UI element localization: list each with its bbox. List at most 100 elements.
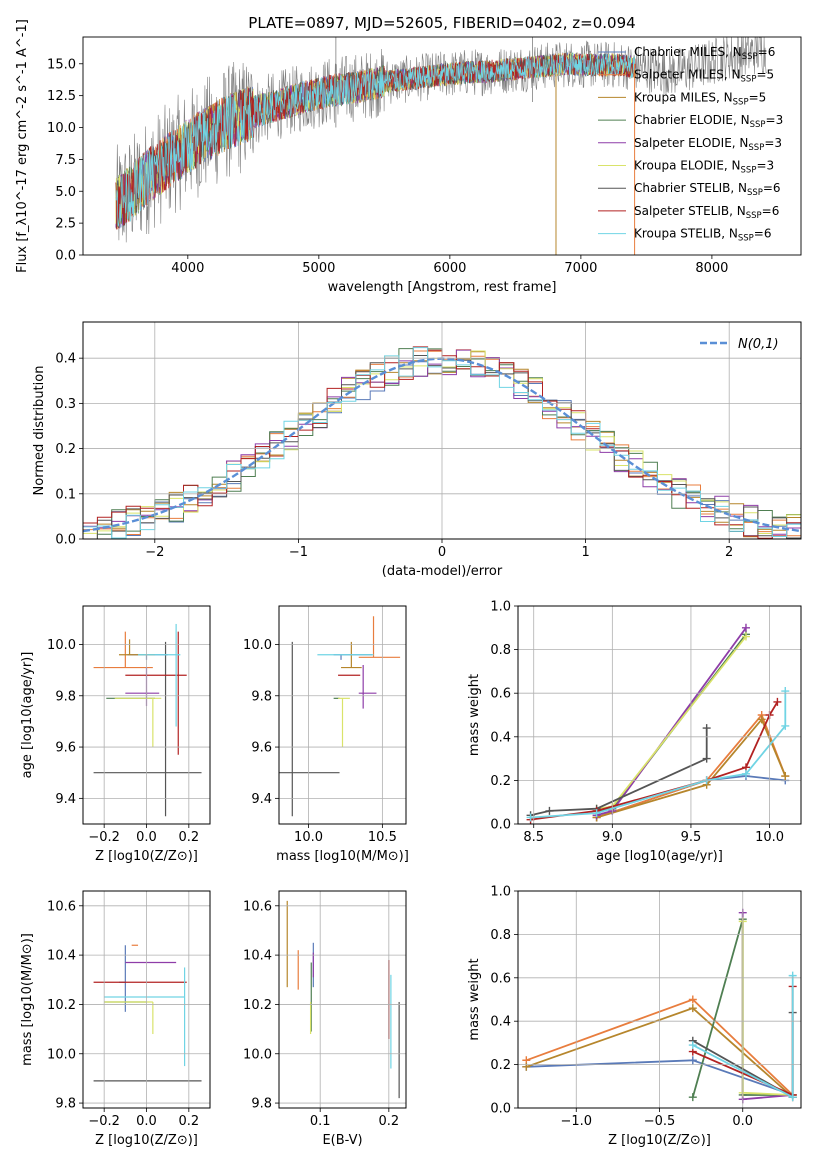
y-tick-label: 15.0 <box>47 57 76 72</box>
panel-massweight_vs_Z: −1.0 −0.5 0.0 0.0 0.2 0.4 0.6 0.8 1.0 Z [log10(Z/… <box>467 885 802 1148</box>
x-axis-label: Z [log10(Z/Z⊙)] <box>95 849 198 864</box>
legend-entry: Salpeter STELIB, NSSP=6 <box>634 204 779 221</box>
y-tick-label: 9.8 <box>251 689 272 704</box>
legend: Chabrier MILES, NSSP=6 Salpeter MILES, NS… <box>598 45 783 244</box>
axes-frame <box>517 605 802 825</box>
x-axis-label: age [log10(age/yr)] <box>596 849 723 864</box>
x-axis-label: Z [log10(Z/Z⊙)] <box>608 1133 711 1148</box>
x-tick-label: 4000 <box>171 261 204 276</box>
model-spectrum-salpeter_stelib <box>115 53 637 230</box>
x-axis-label: Z [log10(Z/Z⊙)] <box>95 1133 198 1148</box>
y-axis-label: age [log10(age/yr)] <box>20 652 35 779</box>
marker-kroupa_miles <box>757 715 766 724</box>
marker-kroupa_stelib <box>781 721 790 730</box>
x-tick-label: 10.0 <box>294 830 323 845</box>
marker-kroupa_miles <box>522 1062 531 1071</box>
x-tick-label: 0.1 <box>310 1114 331 1129</box>
marker-kroupa_stelib <box>592 809 601 818</box>
y-tick-label: 10.6 <box>47 899 76 914</box>
plot-area <box>93 944 202 1082</box>
axes-frame <box>278 890 407 1109</box>
panel-massweight_vs_age: 8.5 9.0 9.5 10.0 0.0 0.2 0.4 0.6 0.8 1.0 age [log1… <box>467 600 802 864</box>
marker-kroupa_stelib <box>688 1041 697 1050</box>
marker-chabrier_stelib <box>545 806 554 815</box>
y-tick-label: 9.8 <box>251 1097 272 1112</box>
x-tick-label: −1.0 <box>560 1114 592 1129</box>
marker-kroupa_miles <box>688 1004 697 1013</box>
plot-area <box>526 623 790 824</box>
y-tick-label: 0.0 <box>490 818 511 833</box>
series-kroupa_elodie <box>741 921 793 1096</box>
marker-salpeter_stelib <box>773 697 782 706</box>
legend-entry: Kroupa MILES, NSSP=5 <box>634 90 766 107</box>
y-tick-label: 9.8 <box>55 689 76 704</box>
x-tick-label: −1 <box>289 545 308 560</box>
marker-kroupa_stelib <box>788 1093 797 1102</box>
y-tick-label: 9.4 <box>55 792 76 807</box>
legend-entry: Chabrier MILES, NSSP=6 <box>634 45 775 62</box>
model-spectrum-kroupa_stelib <box>115 52 636 227</box>
marker-kroupa_stelib <box>741 769 750 778</box>
x-axis-label: wavelength [Angstrom, rest frame] <box>328 280 557 295</box>
x-tick-label: 0.2 <box>178 830 199 845</box>
figure-title: PLATE=0897, MJD=52605, FIBERID=0402, z=0… <box>248 14 635 32</box>
series-chabrier_elodie <box>596 633 747 812</box>
y-tick-label: 10.0 <box>243 638 272 653</box>
marker-kroupa_stelib <box>526 813 535 822</box>
y-tick-label: 0.8 <box>490 643 511 658</box>
series-salpeter_elodie <box>596 627 747 817</box>
x-tick-label: 0.2 <box>378 1114 399 1129</box>
marker-kroupa_elodie <box>741 632 750 641</box>
x-tick-label: 0.0 <box>732 1114 753 1129</box>
x-tick-label: 1 <box>581 545 589 560</box>
y-axis-label: mass weight <box>467 958 482 1040</box>
x-tick-label: −0.2 <box>88 1114 120 1129</box>
x-tick-label: 10.5 <box>368 830 397 845</box>
y-tick-label: 1.0 <box>490 885 511 900</box>
y-tick-label: 10.0 <box>243 1047 272 1062</box>
marker-chabrier_stelib <box>702 754 711 763</box>
plot-area <box>93 623 202 817</box>
legend-entry: N(0,1) <box>738 337 779 352</box>
marker-chabrier_stelib <box>702 724 711 733</box>
plot-area <box>279 616 401 817</box>
plot-area <box>286 900 400 1099</box>
x-tick-label: −0.5 <box>644 1114 676 1129</box>
panel-mass_vs_Z: −0.2 0.0 0.2 9.8 10.0 10.2 10.4 10.6 Z [log10(Z/… <box>20 890 211 1148</box>
y-tick-label: 9.6 <box>55 741 76 756</box>
x-tick-label: 8000 <box>695 261 728 276</box>
x-tick-label: −0.2 <box>88 830 120 845</box>
x-tick-label: 0 <box>438 545 446 560</box>
y-tick-label: 0.2 <box>490 774 511 789</box>
axes-frame <box>82 321 802 540</box>
y-tick-label: 10.0 <box>47 121 76 136</box>
y-tick-label: 0.6 <box>490 971 511 986</box>
legend-entry: Kroupa STELIB, NSSP=6 <box>634 227 772 244</box>
y-tick-label: 1.0 <box>490 600 511 615</box>
legend-entry: Chabrier STELIB, NSSP=6 <box>634 181 781 198</box>
legend-entry: Chabrier ELODIE, NSSP=3 <box>634 113 783 130</box>
x-tick-label: 10.0 <box>755 830 784 845</box>
marker-salpeter_elodie <box>741 623 750 632</box>
marker-kroupa_stelib <box>781 687 790 696</box>
x-tick-label: 0.2 <box>178 1114 199 1129</box>
y-tick-label: 5.0 <box>55 185 76 200</box>
x-axis-label: mass [log10(M/M⊙)] <box>276 849 409 864</box>
y-tick-label: 9.4 <box>251 792 272 807</box>
x-tick-label: 0.0 <box>136 830 157 845</box>
marker-salpeter_miles <box>688 995 697 1004</box>
legend-entry: Kroupa ELODIE, NSSP=3 <box>634 159 774 176</box>
y-tick-label: 9.8 <box>55 1097 76 1112</box>
x-tick-label: 0.0 <box>136 1114 157 1129</box>
y-tick-label: 0.6 <box>490 687 511 702</box>
y-axis-label: Flux [f_λ10^-17 erg cm^-2 s^-1 A^-1] <box>15 19 30 273</box>
y-tick-label: 10.0 <box>47 638 76 653</box>
x-axis-label: (data-model)/error <box>382 564 503 579</box>
panel-spectrum: 4000 5000 6000 7000 8000 0.0 2.5 5.0 7.5 10.0 12.5… <box>15 19 802 295</box>
y-tick-label: 0.0 <box>55 249 76 264</box>
x-axis-label: E(B-V) <box>322 1133 362 1148</box>
x-tick-label: 2 <box>725 545 733 560</box>
y-tick-label: 12.5 <box>47 89 76 104</box>
legend-entry: Salpeter MILES, NSSP=5 <box>634 68 774 85</box>
